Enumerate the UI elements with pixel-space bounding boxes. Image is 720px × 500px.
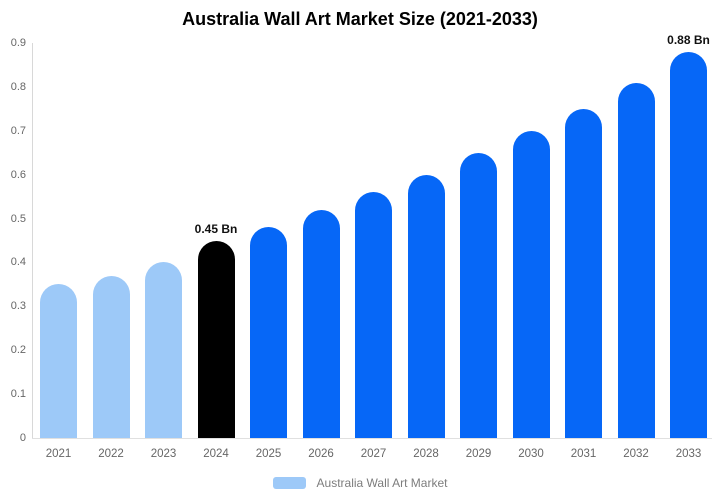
bar-2030[interactable] [512, 130, 550, 438]
y-axis-tick-label: 0.1 [10, 388, 26, 401]
legend-item[interactable]: Australia Wall Art Market [0, 474, 720, 492]
x-axis-label-2021: 2021 [45, 448, 72, 460]
bar-2032[interactable] [617, 82, 655, 438]
x-axis-label-2023: 2023 [150, 448, 177, 460]
bar-2024[interactable] [197, 240, 235, 438]
bar-2028[interactable] [407, 174, 445, 438]
y-axis-tick-label: 0.7 [10, 124, 26, 137]
bar-2021[interactable] [40, 284, 77, 438]
y-axis-tick-label: 0.8 [10, 80, 26, 93]
y-axis-tick-label: 0.4 [10, 256, 26, 269]
bar-2033[interactable] [670, 51, 707, 438]
bar-2025[interactable] [250, 227, 287, 438]
x-axis-label-2031: 2031 [570, 448, 597, 460]
y-axis-tick-label: 0 [19, 432, 26, 444]
x-axis-line [32, 438, 712, 439]
x-axis-label-2026: 2026 [308, 448, 334, 460]
bar-2022[interactable] [92, 275, 130, 438]
bar-2026[interactable] [302, 209, 340, 438]
legend-label: Australia Wall Art Market [316, 476, 448, 490]
x-axis-label-2029: 2029 [465, 448, 492, 460]
chart-title: Australia Wall Art Market Size (2021-203… [182, 9, 538, 29]
y-axis-tick-label: 0.5 [10, 212, 26, 225]
y-axis-tick-label: 0.2 [10, 344, 26, 357]
bar-2029[interactable] [460, 152, 497, 438]
bar-2031[interactable] [565, 108, 602, 438]
x-axis-label-2024: 2024 [203, 448, 229, 460]
x-axis-label-2022: 2022 [98, 448, 124, 460]
x-axis-label-2028: 2028 [413, 448, 439, 460]
bar-2023[interactable] [145, 262, 182, 438]
data-label-2033: 0.88 Bn [667, 32, 710, 47]
y-axis-tick-label: 0.6 [10, 168, 26, 181]
y-axis-tick-label: 0.9 [10, 37, 26, 49]
bar-2027[interactable] [355, 192, 392, 438]
legend-swatch-icon [272, 477, 306, 489]
x-axis-label-2032: 2032 [623, 448, 649, 460]
x-axis-label-2033: 2033 [675, 448, 702, 460]
x-axis-label-2030: 2030 [518, 448, 544, 460]
x-axis-label-2025: 2025 [255, 448, 282, 460]
y-axis-line [32, 43, 33, 438]
x-axis-label-2027: 2027 [360, 448, 387, 460]
data-label-2024: 0.45 Bn [194, 221, 238, 236]
y-axis-tick-label: 0.3 [10, 300, 26, 313]
